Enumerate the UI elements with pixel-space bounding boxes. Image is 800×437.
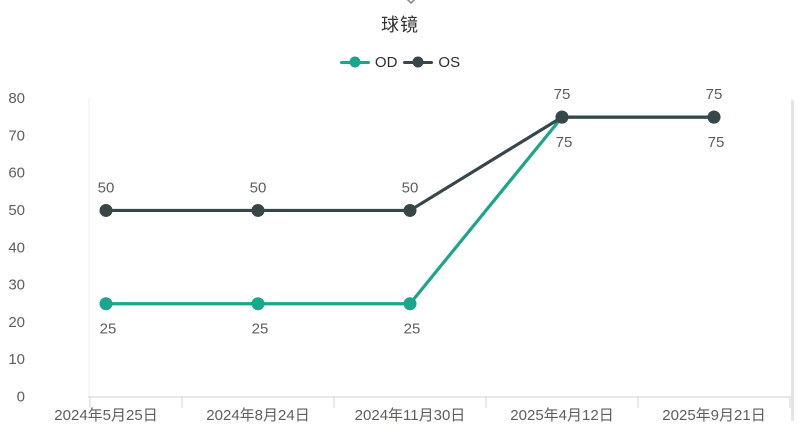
data-label-os: 50 (250, 179, 267, 196)
y-axis-tick-label: 70 (8, 127, 25, 144)
y-axis-tick-label: 50 (8, 202, 25, 219)
y-axis-tick-label: 10 (8, 351, 25, 368)
data-point-os[interactable] (555, 110, 569, 124)
chart-title: 球镜 (381, 15, 419, 35)
legend-marker-od (339, 56, 370, 68)
data-label-od: 25 (404, 321, 421, 338)
x-axis-category-label: 2025年9月21日 (662, 407, 765, 424)
data-label-od: 75 (708, 134, 725, 151)
x-axis-category-label: 2024年8月24日 (206, 407, 309, 424)
data-label-os: 75 (706, 86, 723, 103)
data-label-os: 50 (402, 179, 419, 196)
data-point-od[interactable] (403, 297, 417, 311)
y-axis-tick-label: 20 (8, 314, 25, 331)
legend: OD OS (0, 53, 800, 71)
data-label-od: 25 (100, 321, 117, 338)
data-point-os[interactable] (403, 203, 417, 217)
x-axis-category-label: 2024年5月25日 (54, 407, 157, 424)
data-point-os[interactable] (99, 203, 113, 217)
legend-marker-os (403, 56, 434, 68)
legend-marker-dot (349, 56, 361, 68)
scrollbar[interactable] (791, 100, 794, 421)
legend-marker-dot (412, 56, 424, 68)
data-label-os: 75 (554, 86, 571, 103)
y-axis-tick-label: 40 (8, 239, 25, 256)
data-label-os: 50 (98, 179, 115, 196)
x-axis-category-label: 2024年11月30日 (355, 407, 466, 424)
data-point-od[interactable] (99, 297, 113, 311)
legend-item-os[interactable]: OS (403, 54, 460, 71)
y-axis-tick-label: 60 (8, 165, 25, 182)
legend-label: OD (374, 53, 398, 71)
data-point-os[interactable] (251, 203, 265, 217)
y-axis-tick-label: 0 (17, 389, 25, 406)
x-axis-category-label: 2025年4月12日 (510, 407, 613, 424)
data-label-od: 25 (252, 321, 269, 338)
data-point-os[interactable] (707, 110, 721, 124)
legend-item-od[interactable]: OD (339, 53, 398, 71)
series-line-os (104, 115, 716, 213)
data-label-od: 75 (556, 134, 573, 151)
chevron-down-icon[interactable] (403, 0, 419, 6)
data-point-od[interactable] (251, 297, 265, 311)
y-axis-tick-label: 80 (8, 90, 25, 107)
legend-label: OS (438, 53, 461, 71)
y-axis-tick-label: 30 (8, 277, 25, 294)
